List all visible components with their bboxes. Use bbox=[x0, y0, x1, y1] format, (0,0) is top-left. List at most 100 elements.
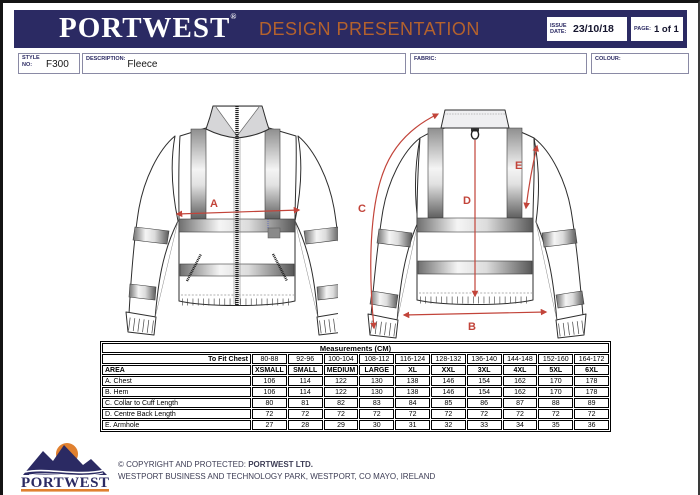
value-cell: 28 bbox=[287, 420, 323, 430]
description-field: DESCRIPTION: Fleece bbox=[82, 53, 406, 74]
value-cell: 85 bbox=[430, 398, 466, 408]
footer-logo: PORTWEST bbox=[21, 443, 109, 492]
value-cell: 80 bbox=[252, 398, 287, 408]
value-cell: 130 bbox=[359, 387, 395, 397]
measure-label-e: E bbox=[515, 160, 522, 172]
value-cell: 72 bbox=[430, 409, 466, 419]
page-label: PAGE: bbox=[634, 25, 652, 32]
value-cell: 154 bbox=[466, 376, 502, 386]
value-cell: 83 bbox=[359, 398, 395, 408]
description-label: DESCRIPTION: bbox=[86, 56, 126, 62]
value-cell: 72 bbox=[466, 409, 502, 419]
size-cell: LARGE bbox=[359, 365, 395, 375]
value-cell: 146 bbox=[430, 387, 466, 397]
registered-mark: ® bbox=[230, 12, 238, 21]
chest-range-cell: 136-140 bbox=[466, 354, 502, 364]
area-header: AREA bbox=[102, 365, 251, 375]
value-cell: 36 bbox=[574, 420, 610, 430]
document-title: DESIGN PRESENTATION bbox=[259, 19, 480, 39]
value-cell: 82 bbox=[323, 398, 359, 408]
copyright-line: © COPYRIGHT AND PROTECTED: PORTWEST LTD. bbox=[118, 460, 313, 469]
size-cell: 6XL bbox=[574, 365, 610, 375]
style-no-field: STYLE NO: F300 bbox=[18, 53, 80, 74]
address-line: WESTPORT BUSINESS AND TECHNOLOGY PARK, W… bbox=[118, 472, 436, 482]
value-cell: 72 bbox=[538, 409, 574, 419]
value-cell: 87 bbox=[502, 398, 538, 408]
value-cell: 72 bbox=[287, 409, 323, 419]
area-cell: D. Centre Back Length bbox=[102, 409, 251, 419]
value-cell: 34 bbox=[502, 420, 538, 430]
value-cell: 178 bbox=[574, 376, 610, 386]
value-cell: 154 bbox=[466, 387, 502, 397]
value-cell: 114 bbox=[287, 376, 323, 386]
value-cell: 84 bbox=[395, 398, 430, 408]
value-cell: 162 bbox=[502, 376, 538, 386]
measure-label-c: C bbox=[358, 203, 366, 215]
value-cell: 72 bbox=[574, 409, 610, 419]
value-cell: 122 bbox=[323, 387, 359, 397]
value-cell: 88 bbox=[538, 398, 574, 408]
size-cell: XL bbox=[395, 365, 430, 375]
page-box: PAGE: 1 of 1 bbox=[631, 17, 683, 41]
issue-date-box: ISSUE DATE: 23/10/18 bbox=[547, 17, 627, 41]
measurement-row: D. Centre Back Length 72 72 72 72 72 72 72 72 72 7… bbox=[102, 409, 610, 419]
value-cell: 114 bbox=[287, 387, 323, 397]
fabric-label: FABRIC: bbox=[414, 56, 437, 62]
value-cell: 106 bbox=[252, 387, 287, 397]
value-cell: 32 bbox=[430, 420, 466, 430]
value-cell: 72 bbox=[323, 409, 359, 419]
size-cell: MEDIUM bbox=[323, 365, 359, 375]
chest-range-cell: 100-104 bbox=[323, 354, 359, 364]
value-cell: 81 bbox=[287, 398, 323, 408]
chest-range-cell: 108-112 bbox=[359, 354, 395, 364]
value-cell: 72 bbox=[359, 409, 395, 419]
to-fit-chest-label: To Fit Chest bbox=[102, 354, 251, 364]
value-cell: 30 bbox=[359, 420, 395, 430]
chest-range-cell: 164-172 bbox=[574, 354, 610, 364]
chest-range-cell: 152-160 bbox=[538, 354, 574, 364]
measure-label-d: D bbox=[463, 195, 471, 207]
value-cell: 35 bbox=[538, 420, 574, 430]
logo-mountain-icon bbox=[23, 445, 107, 475]
style-no-label: STYLE NO: bbox=[22, 55, 40, 68]
value-cell: 31 bbox=[395, 420, 430, 430]
measurement-row: A. Chest 106 114 122 130 138 146 154 162 170 178 bbox=[102, 376, 610, 386]
page-value: 1 of 1 bbox=[654, 23, 679, 35]
measurements-table: Measurements (CM) To Fit Chest 80-88 92-96 1… bbox=[100, 341, 612, 432]
table-title: Measurements (CM) bbox=[102, 343, 610, 353]
measurement-row: C. Collar to Cuff Length 80 81 82 83 84 85 86 87… bbox=[102, 398, 610, 408]
value-cell: 170 bbox=[538, 387, 574, 397]
measure-label-b: B bbox=[468, 321, 476, 333]
measurement-row: B. Hem 106 114 122 130 138 146 154 162 170 178 bbox=[102, 387, 610, 397]
size-cell: 3XL bbox=[466, 365, 502, 375]
value-cell: 86 bbox=[466, 398, 502, 408]
size-cell: 5XL bbox=[538, 365, 574, 375]
jacket-front-drawing: A bbox=[125, 105, 338, 336]
size-cell: 4XL bbox=[502, 365, 538, 375]
value-cell: 130 bbox=[359, 376, 395, 386]
value-cell: 178 bbox=[574, 387, 610, 397]
value-cell: 106 bbox=[252, 376, 287, 386]
value-cell: 89 bbox=[574, 398, 610, 408]
header-band: PORTWEST® DESIGN PRESENTATION ISSUE DATE… bbox=[14, 10, 687, 48]
value-cell: 33 bbox=[466, 420, 502, 430]
colour-field: COLOUR: bbox=[591, 53, 689, 74]
style-no-value: F300 bbox=[46, 59, 69, 70]
value-cell: 138 bbox=[395, 376, 430, 386]
value-cell: 72 bbox=[502, 409, 538, 419]
chest-range-cell: 116-124 bbox=[395, 354, 430, 364]
area-cell: C. Collar to Cuff Length bbox=[102, 398, 251, 408]
chest-range-cell: 144-148 bbox=[502, 354, 538, 364]
description-value: Fleece bbox=[127, 59, 158, 70]
value-cell: 146 bbox=[430, 376, 466, 386]
value-cell: 138 bbox=[395, 387, 430, 397]
chest-range-cell: 80-88 bbox=[252, 354, 287, 364]
measure-label-a: A bbox=[210, 198, 218, 210]
value-cell: 72 bbox=[252, 409, 287, 419]
area-cell: B. Hem bbox=[102, 387, 251, 397]
value-cell: 170 bbox=[538, 376, 574, 386]
footer-text: © COPYRIGHT AND PROTECTED: PORTWEST LTD.… bbox=[118, 459, 435, 484]
issue-date-label: ISSUE DATE: bbox=[550, 22, 567, 35]
size-cell: SMALL bbox=[287, 365, 323, 375]
